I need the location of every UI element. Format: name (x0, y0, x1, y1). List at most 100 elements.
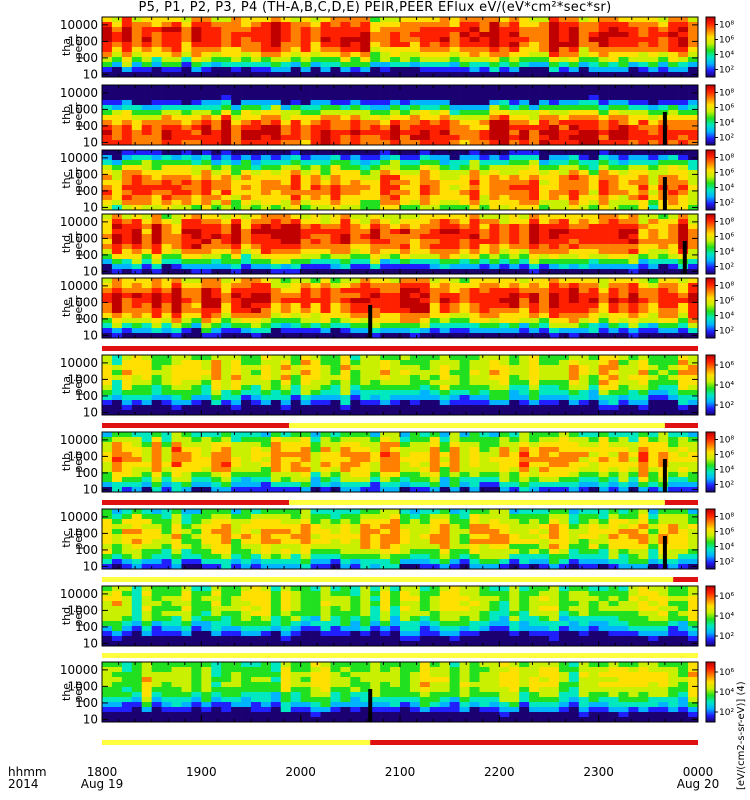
spectrogram-cell (598, 365, 609, 371)
spectrogram-cell (678, 323, 689, 329)
spectrogram-cell (141, 125, 152, 131)
colorbar-tick-label: 10⁴ (719, 312, 734, 322)
spectrogram-cell (151, 269, 162, 275)
spectrogram-cell (558, 390, 570, 396)
spectrogram-cell (310, 37, 321, 43)
spectrogram-cell (558, 360, 570, 366)
spectrogram-cell (151, 37, 162, 43)
spectrogram-cell (489, 278, 500, 284)
spectrogram-cell (638, 32, 649, 38)
spectrogram-cell (181, 328, 192, 334)
spectrogram-cell (409, 303, 421, 309)
spectrogram-cell (489, 229, 500, 235)
spectrogram-cell (419, 318, 431, 324)
spectrogram-cell (280, 160, 292, 166)
spectrogram-cell (549, 244, 560, 250)
spectrogram-cell (489, 67, 500, 73)
spectrogram-cell (429, 410, 441, 416)
spectrogram-cell (400, 47, 411, 53)
spectrogram-cell (370, 72, 381, 78)
spectrogram-cell (310, 244, 321, 250)
spectrogram-cell (320, 175, 331, 181)
spectrogram-cell (161, 410, 172, 416)
spectrogram-cell (638, 249, 649, 255)
spectrogram-cell (131, 90, 143, 96)
spectrogram-cell (439, 390, 450, 396)
spectrogram-cell (419, 400, 431, 406)
spectrogram-cell (111, 259, 123, 265)
spectrogram-cell (211, 323, 222, 329)
spectrogram-cell (360, 100, 371, 106)
spectrogram-cell (260, 110, 272, 116)
spectrogram-cell (419, 135, 431, 141)
spectrogram-cell (111, 115, 123, 121)
spectrogram-cell (390, 224, 401, 230)
spectrogram-cell (231, 264, 242, 270)
spectrogram-cell (280, 318, 292, 324)
spectrogram-cell (469, 249, 480, 255)
spectrogram-cell (251, 355, 262, 361)
spectrogram-cell (439, 57, 450, 63)
spectrogram-cell (330, 52, 341, 58)
spectrogram-cell (429, 288, 441, 294)
spectrogram-cell (628, 254, 639, 260)
spectrogram-cell (578, 17, 590, 23)
spectrogram-cell (181, 214, 192, 220)
spectrogram-cell (270, 22, 282, 28)
spectrogram-cell (688, 37, 699, 43)
spectrogram-cell (330, 195, 341, 201)
spectrogram-cell (479, 249, 490, 255)
spectrogram-cell (330, 180, 341, 186)
spectrogram-cell (251, 360, 262, 366)
spectrogram-cell (201, 57, 212, 63)
spectrogram-cell (568, 375, 580, 381)
spectrogram-cell (598, 205, 609, 211)
spectrogram-cell (161, 380, 172, 386)
spectrogram-cell (102, 234, 113, 240)
spectrogram-cell (499, 293, 510, 299)
spectrogram-cell (370, 229, 381, 235)
spectrogram-cell (151, 323, 162, 329)
spectrogram-cell (618, 165, 629, 171)
spectrogram-cell (549, 90, 560, 96)
spectrogram-cell (111, 293, 123, 299)
spectrogram-cell (509, 259, 520, 265)
spectrogram-cell (628, 17, 639, 23)
spectrogram-cell (400, 219, 411, 225)
spectrogram-cell (509, 200, 520, 206)
spectrogram-cell (191, 27, 202, 33)
spectrogram-cell (360, 365, 371, 371)
spectrogram-cell (171, 283, 182, 289)
spectrogram-cell (231, 365, 242, 371)
spectrogram-cell (658, 288, 669, 294)
spectrogram-cell (449, 140, 460, 146)
spectrogram-cell (648, 160, 659, 166)
spectrogram-cell (638, 318, 649, 324)
spectrogram-cell (519, 150, 530, 156)
spectrogram-cell (618, 375, 629, 381)
spectrogram-cell (221, 72, 232, 78)
spectrogram-cell (499, 130, 510, 136)
spectrogram-cell (409, 234, 421, 240)
spectrogram-cell (131, 283, 143, 289)
spectrogram-cell (241, 95, 252, 101)
spectrogram-cell (231, 278, 242, 284)
spectrogram-cell (270, 165, 282, 171)
spectrogram-cell (201, 205, 212, 211)
spectrogram-cell (479, 17, 490, 23)
spectrogram-cell (290, 400, 301, 406)
spectrogram-cell (300, 400, 311, 406)
spectrogram-cell (102, 52, 113, 58)
spectrogram-cell (499, 175, 510, 181)
spectrogram-cell (499, 229, 510, 235)
spectrogram-cell (459, 219, 470, 225)
spectrogram-cell (668, 298, 679, 304)
spectrogram-cell (529, 390, 540, 396)
spectrogram-cell (270, 90, 282, 96)
spectrogram-cell (151, 170, 162, 176)
spectrogram-cell (370, 62, 381, 68)
spectrogram-cell (688, 229, 699, 235)
spectrogram-cell (409, 27, 421, 33)
spectrogram-cell (469, 62, 480, 68)
spectrogram-cell (429, 313, 441, 319)
